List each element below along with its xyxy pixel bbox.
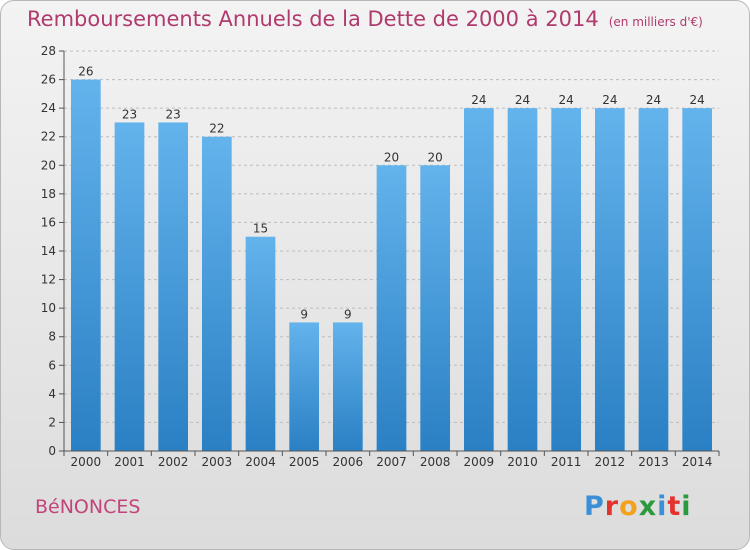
data-label-2007: 20 <box>384 150 399 164</box>
x-tick-label: 2004 <box>245 455 276 469</box>
x-tick-label: 2007 <box>376 455 407 469</box>
y-tick-label: 16 <box>41 215 56 229</box>
logo-letter: t <box>667 491 682 522</box>
bar-2004 <box>245 236 276 451</box>
commune-name: BéNONCES <box>35 496 141 518</box>
data-label-2008: 20 <box>428 150 443 164</box>
bar-2014 <box>682 108 713 452</box>
y-tick-label: 26 <box>41 73 56 87</box>
y-tick-label: 4 <box>48 387 56 401</box>
data-label-2003: 22 <box>209 122 224 136</box>
bar-2011 <box>551 108 582 452</box>
x-tick-label: 2011 <box>551 455 582 469</box>
y-tick-label: 24 <box>41 101 56 115</box>
data-label-2002: 23 <box>166 107 181 121</box>
x-tick-label: 2013 <box>638 455 669 469</box>
bar-2001 <box>114 122 145 451</box>
data-label-2013: 24 <box>646 93 661 107</box>
x-tick-label: 2006 <box>333 455 364 469</box>
bar-2006 <box>332 322 363 451</box>
y-tick-label: 10 <box>41 301 56 315</box>
x-tick-label: 2005 <box>289 455 320 469</box>
data-label-2010: 24 <box>515 93 530 107</box>
logo-letter: P <box>584 491 605 522</box>
x-tick-label: 2001 <box>114 455 145 469</box>
y-tick-label: 20 <box>41 158 56 172</box>
proxiti-logo: Proxiti <box>584 491 692 522</box>
bar-2003 <box>201 136 232 451</box>
y-tick-label: 12 <box>41 273 56 287</box>
bar-2008 <box>420 165 451 452</box>
y-tick-label: 22 <box>41 130 56 144</box>
logo-letter: x <box>638 491 658 522</box>
data-label-2014: 24 <box>690 93 705 107</box>
y-tick-label: 14 <box>41 244 56 258</box>
logo-letter: i <box>657 491 668 522</box>
data-label-2004: 15 <box>253 222 268 236</box>
bar-2013 <box>638 108 669 452</box>
x-tick-label: 2009 <box>464 455 495 469</box>
y-tick-label: 6 <box>48 358 56 372</box>
data-label-2001: 23 <box>122 107 137 121</box>
y-tick-label: 8 <box>48 330 56 344</box>
y-tick-label: 0 <box>48 444 56 458</box>
chart-title: Remboursements Annuels de la Dette de 20… <box>27 7 703 31</box>
y-tick-label: 2 <box>48 415 56 429</box>
bar-2009 <box>463 108 494 452</box>
logo-letter: r <box>604 491 620 522</box>
x-tick-label: 2014 <box>682 455 713 469</box>
x-tick-label: 2000 <box>71 455 102 469</box>
logo-letter: o <box>619 491 639 522</box>
chart-title-text: Remboursements Annuels de la Dette de 20… <box>27 7 599 31</box>
y-tick-label: 28 <box>41 44 56 58</box>
bar-2010 <box>507 108 538 452</box>
data-label-2006: 9 <box>344 307 352 321</box>
data-label-2011: 24 <box>559 93 574 107</box>
y-tick-label: 18 <box>41 187 56 201</box>
bar-2002 <box>158 122 189 451</box>
x-tick-label: 2003 <box>202 455 233 469</box>
data-label-2012: 24 <box>602 93 617 107</box>
data-label-2000: 26 <box>78 65 93 79</box>
bar-2005 <box>289 322 320 451</box>
x-tick-label: 2008 <box>420 455 451 469</box>
logo-letter: i <box>681 491 692 522</box>
x-tick-label: 2012 <box>595 455 626 469</box>
x-tick-label: 2010 <box>507 455 538 469</box>
data-label-2005: 9 <box>300 307 308 321</box>
x-tick-label: 2002 <box>158 455 189 469</box>
bar-2000 <box>70 79 101 452</box>
chart-subtitle: (en milliers d'€) <box>608 15 703 29</box>
bars: 26 23 23 22 15 9 9 20 20 24 24 24 24 24 24 <box>70 65 713 452</box>
data-label-2009: 24 <box>471 93 486 107</box>
bar-2007 <box>376 165 407 452</box>
bar-2012 <box>594 108 625 452</box>
